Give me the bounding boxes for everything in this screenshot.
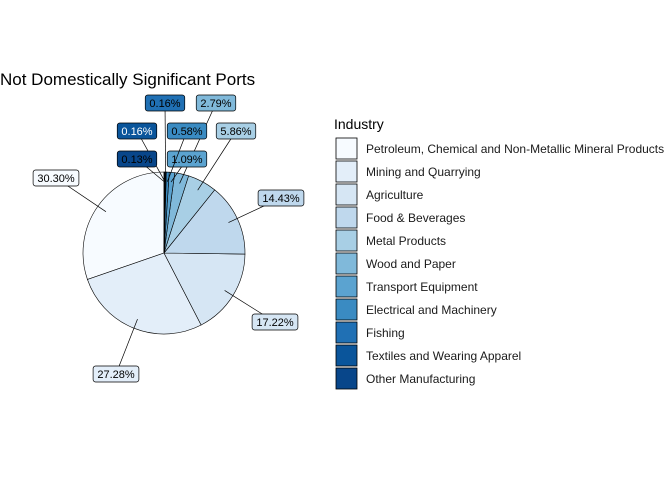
label-box <box>144 94 186 112</box>
leader-line <box>115 319 138 375</box>
legend-label: Food & Beverages <box>366 211 465 225</box>
legend-key-agriculture <box>335 183 358 206</box>
legend-title: Industry <box>334 116 384 132</box>
legend-key-fishing <box>335 321 358 344</box>
label-box <box>92 365 140 383</box>
legend-label: Metal Products <box>366 234 446 248</box>
label-box <box>116 150 158 168</box>
data-label: 17.22% <box>256 317 294 329</box>
data-label: 30.30% <box>37 173 75 185</box>
legend-key-textiles-and-wearing-apparel <box>335 344 358 367</box>
data-label: 14.43% <box>262 193 300 205</box>
data-label: 0.58% <box>171 126 202 138</box>
data-label: 0.13% <box>121 154 152 166</box>
legend-label: Agriculture <box>366 188 424 202</box>
legend-key-mining-and-quarrying <box>335 160 358 183</box>
leader-line <box>164 102 167 182</box>
legend-label: Transport Equipment <box>366 280 478 294</box>
leader-line <box>197 130 237 191</box>
legend-label: Wood and Paper <box>366 257 456 271</box>
legend-key-transport-equipment <box>335 275 358 298</box>
legend-label: Petroleum, Chemical and Non-Metallic Min… <box>366 142 664 156</box>
legend-key-metal-products <box>335 229 358 252</box>
chart-title: Not Domestically Significant Ports <box>0 70 255 89</box>
leader-line <box>166 130 188 182</box>
legend-label: Mining and Quarrying <box>366 165 481 179</box>
label-box <box>257 189 305 207</box>
legend-label: Textiles and Wearing Apparel <box>366 349 521 363</box>
legend-key-other-manufacturing <box>335 367 358 390</box>
label-box <box>166 122 208 140</box>
data-label: 1.09% <box>171 154 202 166</box>
label-box <box>195 94 237 112</box>
legend-label: Electrical and Machinery <box>366 303 497 317</box>
legend-key-petroleum-chemical-and-non-metallic-mineral-products <box>335 137 358 160</box>
legend-label: Fishing <box>366 326 405 340</box>
label-box <box>116 122 158 140</box>
legend-key-wood-and-paper <box>335 252 358 275</box>
legend: Industry Petroleum, Chemical and Non-Met… <box>334 116 664 390</box>
percentage-labels: 30.30% 27.28% 17.22% 14.43% 5.86% 2.79% 1.09% 0… <box>32 94 305 383</box>
data-label: 5.86% <box>220 126 251 138</box>
legend-key-electrical-and-machinery <box>335 298 358 321</box>
leader-line <box>179 102 217 184</box>
pie-slice-other-manufacturing <box>163 171 165 254</box>
label-box <box>215 122 257 140</box>
label-box <box>251 313 299 331</box>
label-box <box>166 150 208 168</box>
legend-label: Other Manufacturing <box>366 372 475 386</box>
data-label: 0.16% <box>121 126 152 138</box>
pie-area <box>82 171 246 335</box>
data-label: 0.16% <box>149 98 180 110</box>
label-box <box>32 169 80 187</box>
data-label: 2.79% <box>200 98 231 110</box>
data-label: 27.28% <box>97 369 135 381</box>
legend-key-food-and-beverages <box>335 206 358 229</box>
